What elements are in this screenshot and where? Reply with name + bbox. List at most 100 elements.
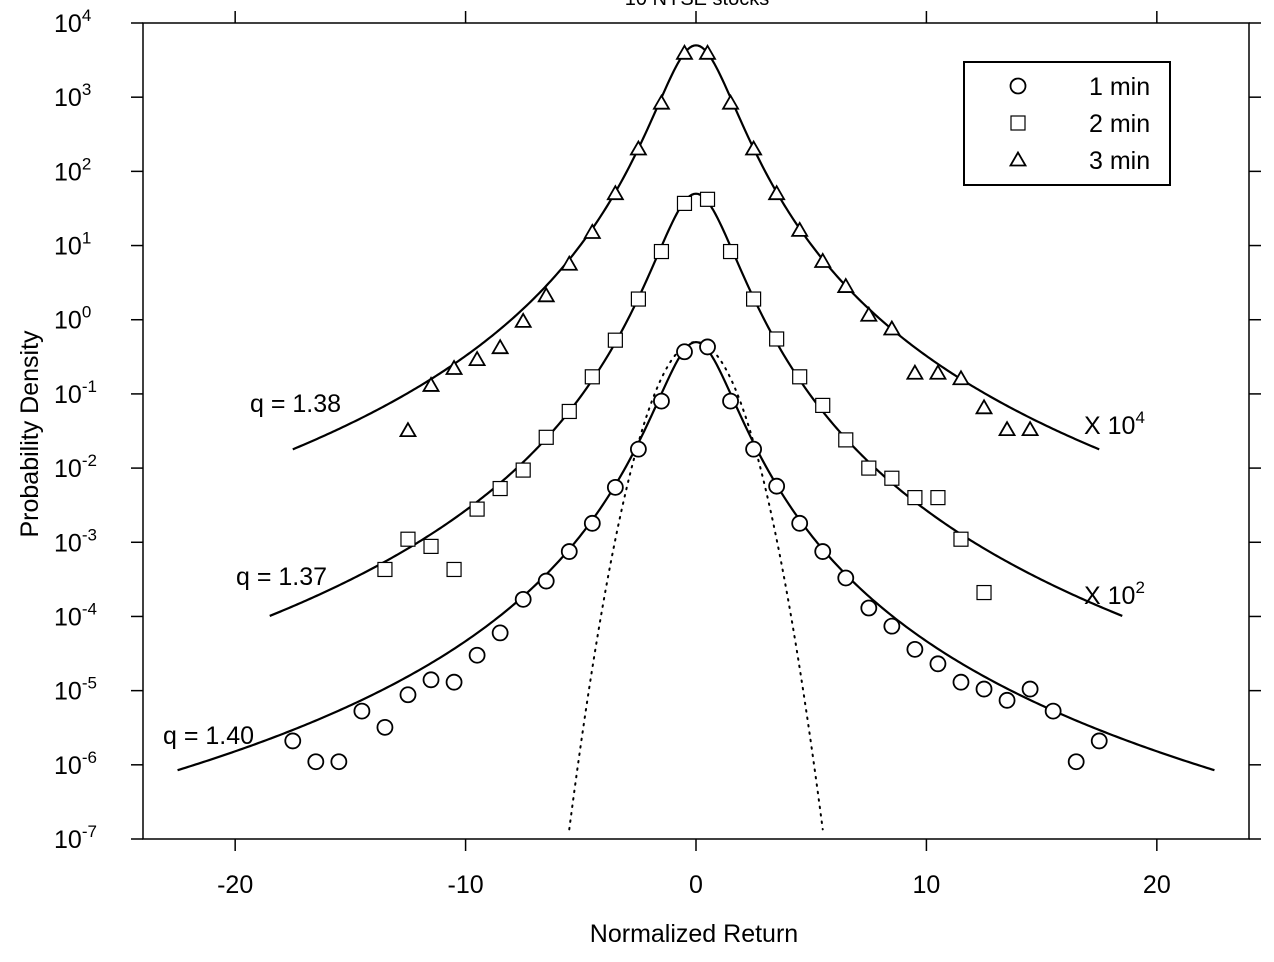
circle-point: [606, 478, 624, 496]
triangle-point: [882, 319, 901, 336]
fit-label-q140: q = 1.40: [163, 722, 254, 750]
circle-point: [376, 718, 394, 736]
square-point: [492, 480, 508, 497]
circle-point: [468, 646, 486, 664]
y-tick-label: 100: [54, 303, 91, 335]
circle-point: [860, 599, 878, 617]
circle-point: [1044, 702, 1062, 720]
triangle-point: [698, 44, 717, 60]
y-tick-label: 102: [54, 154, 91, 186]
circle-point: [883, 617, 901, 635]
y-tick-label: 10-6: [54, 748, 97, 780]
triangle-point: [998, 420, 1017, 437]
circle-point: [399, 686, 417, 704]
circle-point: [998, 691, 1016, 709]
circle-point: [422, 671, 440, 689]
square-point: [861, 460, 877, 476]
y-tick-label: 10-2: [54, 451, 97, 483]
circle-point: [906, 640, 924, 658]
square-point: [561, 403, 577, 420]
square-point: [815, 397, 831, 413]
circle-point: [837, 569, 855, 587]
circle-point: [560, 543, 578, 560]
scale-annotation-1e4: X 104: [1084, 408, 1145, 440]
circle-point: [745, 440, 763, 458]
y-tick-label: 10-7: [54, 822, 97, 854]
circle-point: [975, 680, 993, 698]
square-point: [722, 243, 739, 260]
fit-curve: [269, 192, 1123, 617]
triangle-point: [951, 369, 971, 386]
square-point: [400, 531, 416, 547]
circle-point: [583, 514, 601, 532]
circle-point: [330, 753, 348, 771]
triangle-point: [859, 305, 878, 322]
triangle-point: [514, 312, 533, 328]
square-point: [676, 195, 693, 211]
triangle-point: [606, 184, 625, 201]
circle-point: [1090, 732, 1108, 750]
circle-point: [952, 673, 970, 691]
gaussian-line: [568, 341, 824, 831]
scale-annotation-1e2: X 102: [1084, 578, 1145, 610]
square-point: [584, 369, 600, 385]
triangle-point: [1021, 420, 1040, 437]
circle-point: [1021, 680, 1039, 698]
triangle-point: [813, 252, 832, 268]
legend-marker-square: [1010, 115, 1026, 131]
circle-point: [768, 477, 786, 495]
x-tick-label: 0: [689, 871, 703, 899]
square-point: [976, 584, 992, 601]
triangle-point: [583, 223, 602, 239]
square-point: [630, 291, 646, 307]
triangle-point: [445, 359, 464, 375]
circle-point: [491, 624, 509, 642]
triangle-point: [652, 93, 671, 110]
square-point: [377, 561, 393, 578]
circle-point: [307, 753, 325, 771]
circle-point: [1067, 753, 1085, 771]
triangle-point: [560, 254, 579, 271]
circle-point: [699, 338, 716, 356]
x-tick-label: -10: [448, 871, 484, 899]
square-point: [746, 291, 762, 307]
legend-label-2min: 2 min: [1089, 110, 1150, 138]
y-tick-label: 10-3: [54, 525, 97, 557]
fit-curve: [177, 340, 1215, 772]
square-point: [538, 429, 554, 445]
triangle-point: [744, 139, 763, 156]
circle-point: [284, 732, 302, 750]
legend-marker-triangle: [1008, 150, 1028, 167]
square-point: [446, 561, 462, 578]
triangle-point: [421, 376, 441, 392]
circle-point: [929, 655, 947, 673]
y-tick-label: 10-5: [54, 674, 97, 706]
legend: 1 min 2 min 3 min: [963, 61, 1171, 186]
circle-point: [629, 440, 647, 458]
legend-label-1min: 1 min: [1089, 73, 1150, 101]
triangle-point: [537, 286, 556, 303]
square-point: [653, 243, 670, 260]
triangle-point: [398, 421, 418, 438]
legend-label-3min: 3 min: [1089, 147, 1150, 175]
triangle-point: [928, 363, 947, 380]
triangle-point: [790, 221, 809, 237]
circle-point: [791, 514, 809, 532]
circle-point: [814, 543, 832, 560]
circle-point: [537, 572, 555, 590]
y-tick-label: 101: [54, 229, 91, 261]
triangle-point: [905, 363, 924, 380]
legend-box: [963, 61, 1171, 186]
fit-labels: q = 1.40 q = 1.37 q = 1.38 X 104 X 102: [163, 390, 1145, 750]
circle-point: [353, 702, 371, 720]
square-point: [699, 191, 716, 207]
square-point: [907, 490, 923, 506]
chart-title: 10 NYSE stocks: [625, 0, 770, 10]
square-point: [838, 432, 854, 448]
circle-point: [722, 392, 739, 410]
triangle-point: [468, 350, 487, 367]
triangle-point: [491, 338, 510, 355]
square-point: [953, 531, 969, 547]
triangle-point: [629, 139, 648, 156]
